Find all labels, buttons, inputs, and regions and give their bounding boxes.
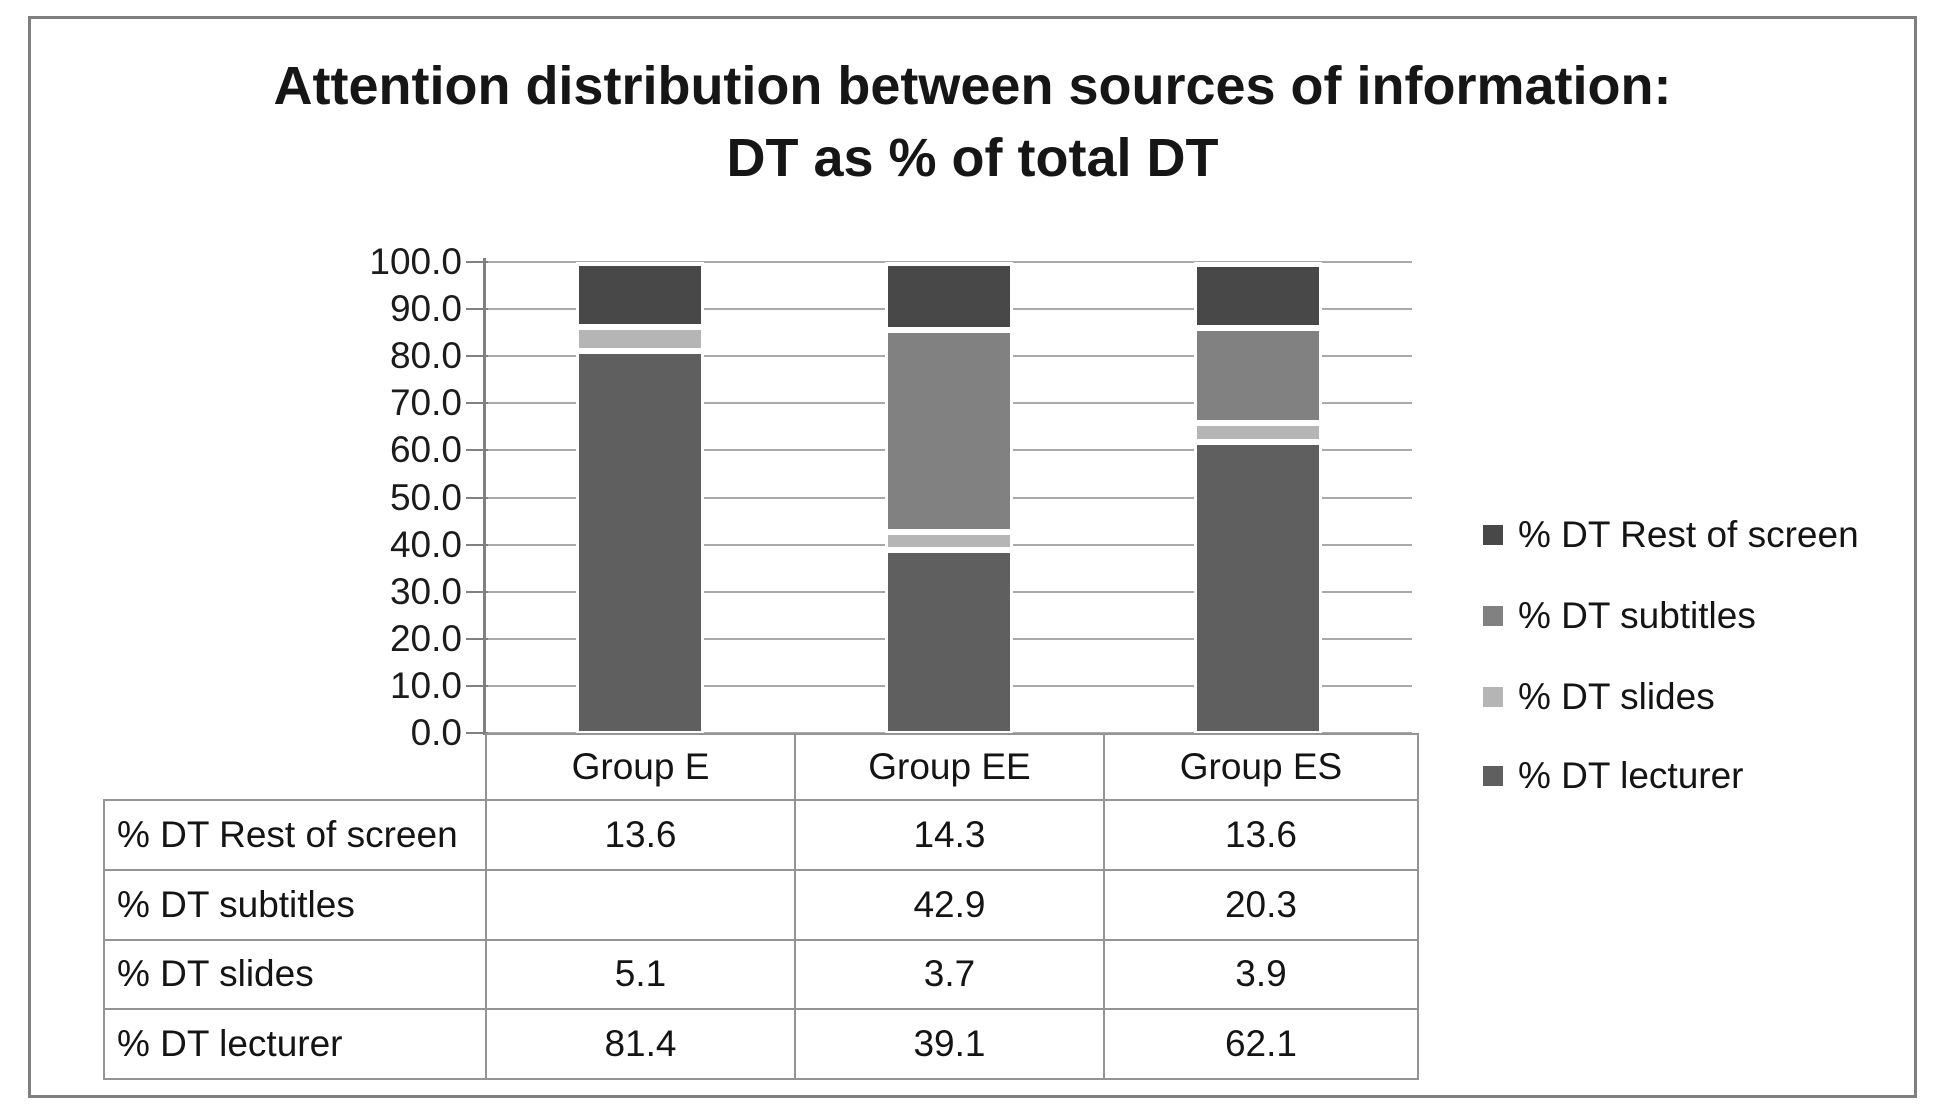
chart-title-line1: Attention distribution between sources o…	[273, 56, 1672, 116]
legend-label: % DT subtitles	[1518, 595, 1756, 636]
y-axis-tick-label: 80.0	[389, 335, 462, 377]
legend-label: % DT Rest of screen	[1518, 514, 1859, 555]
y-axis-tick	[466, 355, 488, 358]
bar-segment-dt-rest-of-screen	[884, 263, 1013, 331]
y-axis-tick-label: 0.0	[410, 712, 462, 753]
bar-group-ee	[884, 262, 1013, 734]
y-axis-tick-label: 10.0	[389, 664, 462, 706]
legend-swatch-icon	[1483, 687, 1503, 707]
table-cell: 13.6	[1103, 799, 1419, 871]
bar-segment-dt-subtitles	[1194, 327, 1322, 424]
table-cell: 20.3	[1103, 868, 1419, 941]
table-row: % DT Rest of screen 13.6 14.3 13.6	[103, 799, 1419, 871]
y-axis-tick	[466, 449, 488, 452]
table-row: % DT lecturer 81.4 39.1 62.1	[103, 1008, 1419, 1080]
table-cell: 3.7	[794, 938, 1105, 1011]
y-axis-tick	[466, 637, 488, 640]
table-cell: 42.9	[794, 868, 1105, 941]
legend-item: % DT slides	[1483, 676, 1715, 717]
table-cell: 5.1	[485, 938, 796, 1011]
y-axis-tick-label: 70.0	[389, 382, 462, 424]
y-axis-tick-label: 90.0	[389, 288, 462, 330]
table-row: % DT slides 5.1 3.7 3.9	[103, 938, 1419, 1011]
legend-swatch-icon	[1483, 606, 1503, 626]
table-cell: 81.4	[485, 1008, 796, 1080]
y-axis-tick-label: 40.0	[389, 523, 462, 565]
table-row-label: % DT Rest of screen	[103, 799, 487, 871]
bar-group-e	[575, 262, 704, 734]
chart-title-line2: DT as % of total DT	[726, 128, 1219, 188]
table-cell: 62.1	[1103, 1008, 1419, 1080]
table-cell: 3.9	[1103, 938, 1419, 1011]
bar-segment-dt-lecturer	[1194, 441, 1322, 734]
y-axis-line	[483, 258, 486, 735]
table-column-header: Group ES	[1103, 733, 1419, 801]
bar-segment-dt-slides	[1194, 423, 1322, 442]
y-axis-tick	[466, 496, 488, 499]
legend-item: % DT subtitles	[1483, 595, 1756, 636]
y-axis-tick-label: 30.0	[389, 570, 462, 612]
bar-segment-dt-lecturer	[575, 350, 704, 734]
table-row-label: % DT slides	[103, 938, 487, 1011]
bar-segment-dt-slides	[884, 532, 1013, 550]
table-cell: 14.3	[794, 799, 1105, 871]
legend-item: % DT lecturer	[1483, 755, 1744, 796]
legend-label: % DT lecturer	[1518, 755, 1744, 796]
bar-segment-dt-lecturer	[884, 549, 1013, 734]
legend-swatch-icon	[1483, 766, 1503, 786]
y-axis-tick-label: 20.0	[389, 617, 462, 659]
bar-segment-dt-subtitles	[884, 330, 1013, 533]
y-axis-tick	[466, 543, 488, 546]
bar-segment-dt-slides	[575, 326, 704, 351]
table-column-header: Group E	[485, 733, 796, 801]
y-axis-tick-label: 60.0	[389, 429, 462, 471]
chart-title: Attention distribution between sources o…	[28, 50, 1917, 194]
table-corner-blank	[104, 734, 486, 800]
y-axis-tick-label: 50.0	[389, 476, 462, 518]
bar-segment-dt-rest-of-screen	[1194, 263, 1322, 328]
table-column-header: Group EE	[794, 733, 1105, 801]
table-cell	[485, 868, 796, 941]
table-cell: 13.6	[485, 799, 796, 871]
table-cell: 39.1	[794, 1008, 1105, 1080]
legend-swatch-icon	[1483, 525, 1503, 545]
bar-segment-dt-rest-of-screen	[575, 262, 704, 327]
y-axis-tick-label: 100.0	[369, 241, 462, 282]
y-axis-tick	[466, 308, 488, 311]
bar-group-es	[1194, 262, 1322, 734]
y-axis-tick	[466, 684, 488, 687]
y-axis-tick	[466, 261, 488, 263]
table-row: % DT subtitles 42.9 20.3	[103, 868, 1419, 941]
table-row-label: % DT lecturer	[103, 1008, 487, 1080]
y-axis-tick	[466, 732, 488, 734]
y-axis-tick	[466, 402, 488, 405]
chart-data-table: Group E Group EE Group ES% DT Rest of scre…	[103, 733, 1419, 1080]
legend-label: % DT slides	[1518, 676, 1715, 717]
legend-item: % DT Rest of screen	[1483, 514, 1859, 555]
table-row-label: % DT subtitles	[103, 868, 487, 941]
y-axis-tick	[466, 590, 488, 593]
